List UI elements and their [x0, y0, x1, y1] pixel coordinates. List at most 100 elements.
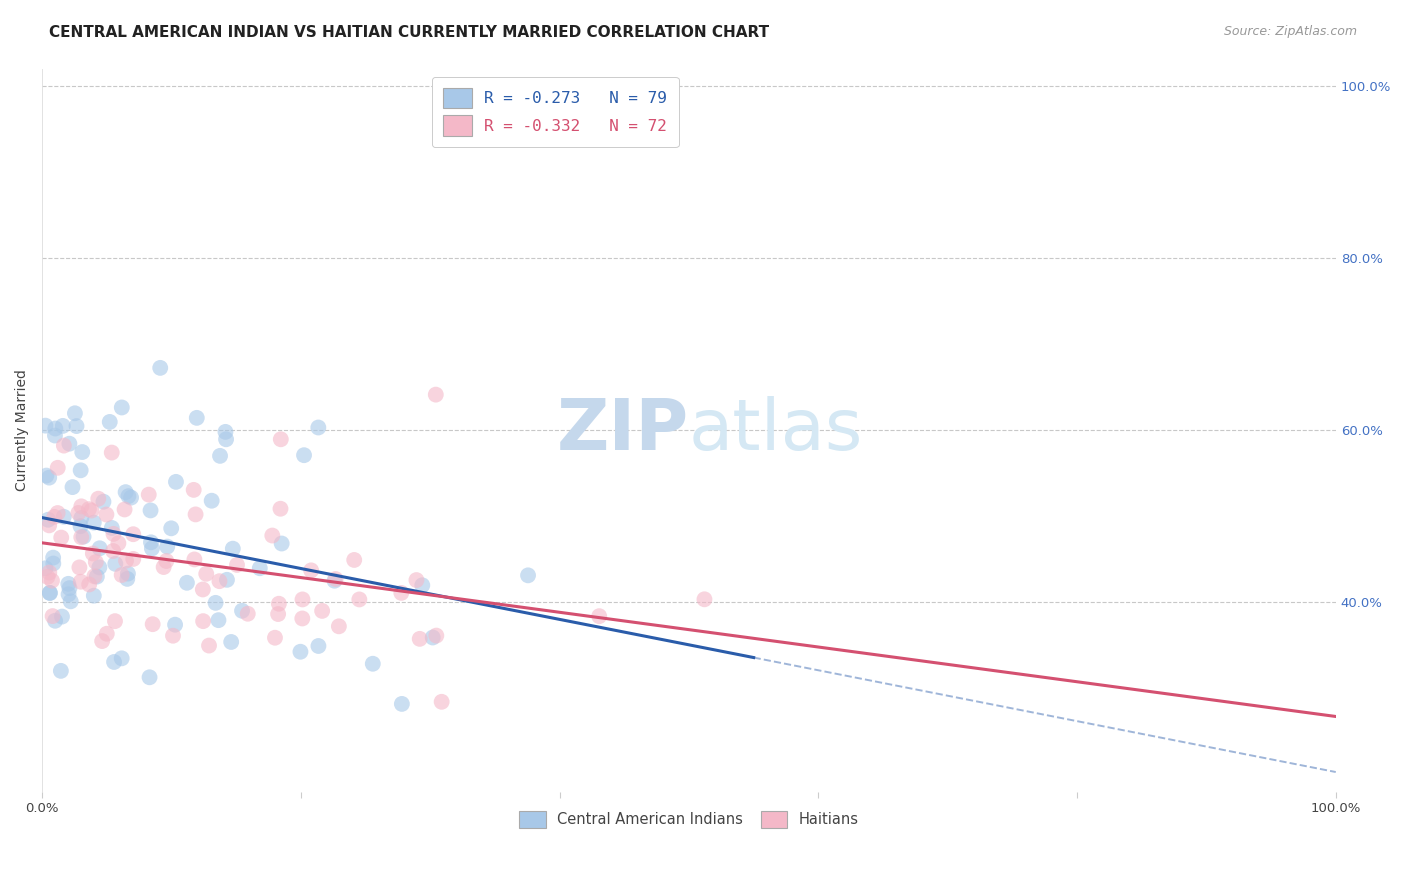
Point [323, 574, 346, 588]
Point [58, 587, 80, 601]
Point [693, 592, 716, 607]
Point [588, 609, 610, 624]
Point [89, 541, 111, 556]
Point [214, 425, 236, 439]
Point [270, 432, 292, 446]
Point [262, 528, 284, 542]
Point [38, 586, 60, 600]
Point [114, 502, 136, 516]
Point [39, 586, 62, 600]
Point [430, 695, 453, 709]
Point [184, 508, 207, 522]
Point [63, 406, 86, 420]
Point [422, 631, 444, 645]
Point [83, 569, 105, 583]
Point [70, 530, 93, 544]
Point [117, 572, 139, 586]
Point [51, 609, 73, 624]
Point [103, 527, 125, 541]
Legend: Central American Indians, Haitians: Central American Indians, Haitians [512, 804, 866, 835]
Point [52, 509, 75, 524]
Point [111, 568, 134, 582]
Point [111, 651, 134, 665]
Point [69, 574, 91, 589]
Point [290, 645, 312, 659]
Point [46, 506, 69, 520]
Point [34, 561, 56, 575]
Point [361, 657, 384, 671]
Point [103, 655, 125, 669]
Point [44, 428, 66, 442]
Text: atlas: atlas [689, 395, 863, 465]
Point [222, 541, 245, 556]
Point [267, 607, 290, 621]
Point [101, 521, 124, 535]
Point [176, 575, 198, 590]
Point [226, 558, 249, 572]
Point [83, 589, 105, 603]
Point [98, 415, 121, 429]
Point [115, 554, 138, 568]
Point [236, 607, 259, 621]
Point [299, 563, 322, 577]
Point [122, 527, 145, 541]
Point [311, 604, 333, 618]
Point [191, 614, 214, 628]
Point [70, 500, 93, 514]
Point [183, 483, 205, 497]
Point [38, 518, 60, 533]
Point [44, 421, 66, 435]
Point [215, 573, 238, 587]
Point [425, 387, 447, 401]
Point [35, 468, 58, 483]
Point [405, 573, 427, 587]
Point [307, 420, 329, 434]
Point [34, 418, 56, 433]
Point [152, 560, 174, 574]
Point [231, 604, 253, 618]
Point [38, 566, 60, 580]
Point [44, 614, 66, 628]
Point [165, 617, 187, 632]
Point [138, 670, 160, 684]
Point [162, 629, 184, 643]
Point [104, 614, 127, 628]
Point [219, 635, 242, 649]
Point [517, 568, 540, 582]
Point [82, 547, 104, 561]
Point [100, 445, 122, 459]
Point [155, 554, 177, 568]
Point [77, 577, 100, 591]
Point [198, 639, 221, 653]
Point [58, 436, 80, 450]
Point [70, 511, 93, 525]
Point [91, 634, 114, 648]
Point [67, 560, 90, 574]
Point [62, 480, 84, 494]
Point [120, 491, 142, 505]
Point [343, 553, 366, 567]
Point [165, 475, 187, 489]
Point [93, 494, 115, 508]
Point [156, 540, 179, 554]
Point [291, 611, 314, 625]
Point [69, 463, 91, 477]
Point [141, 541, 163, 556]
Point [117, 489, 139, 503]
Point [52, 439, 75, 453]
Point [411, 578, 433, 592]
Point [41, 574, 63, 588]
Point [107, 536, 129, 550]
Point [409, 632, 432, 646]
Point [389, 586, 412, 600]
Point [41, 609, 63, 624]
Text: ZIP: ZIP [557, 395, 689, 465]
Point [37, 570, 59, 584]
Point [84, 555, 107, 569]
Point [325, 572, 347, 586]
Point [69, 519, 91, 533]
Point [72, 445, 94, 459]
Point [80, 503, 103, 517]
Point [58, 577, 80, 591]
Text: Source: ZipAtlas.com: Source: ZipAtlas.com [1223, 25, 1357, 38]
